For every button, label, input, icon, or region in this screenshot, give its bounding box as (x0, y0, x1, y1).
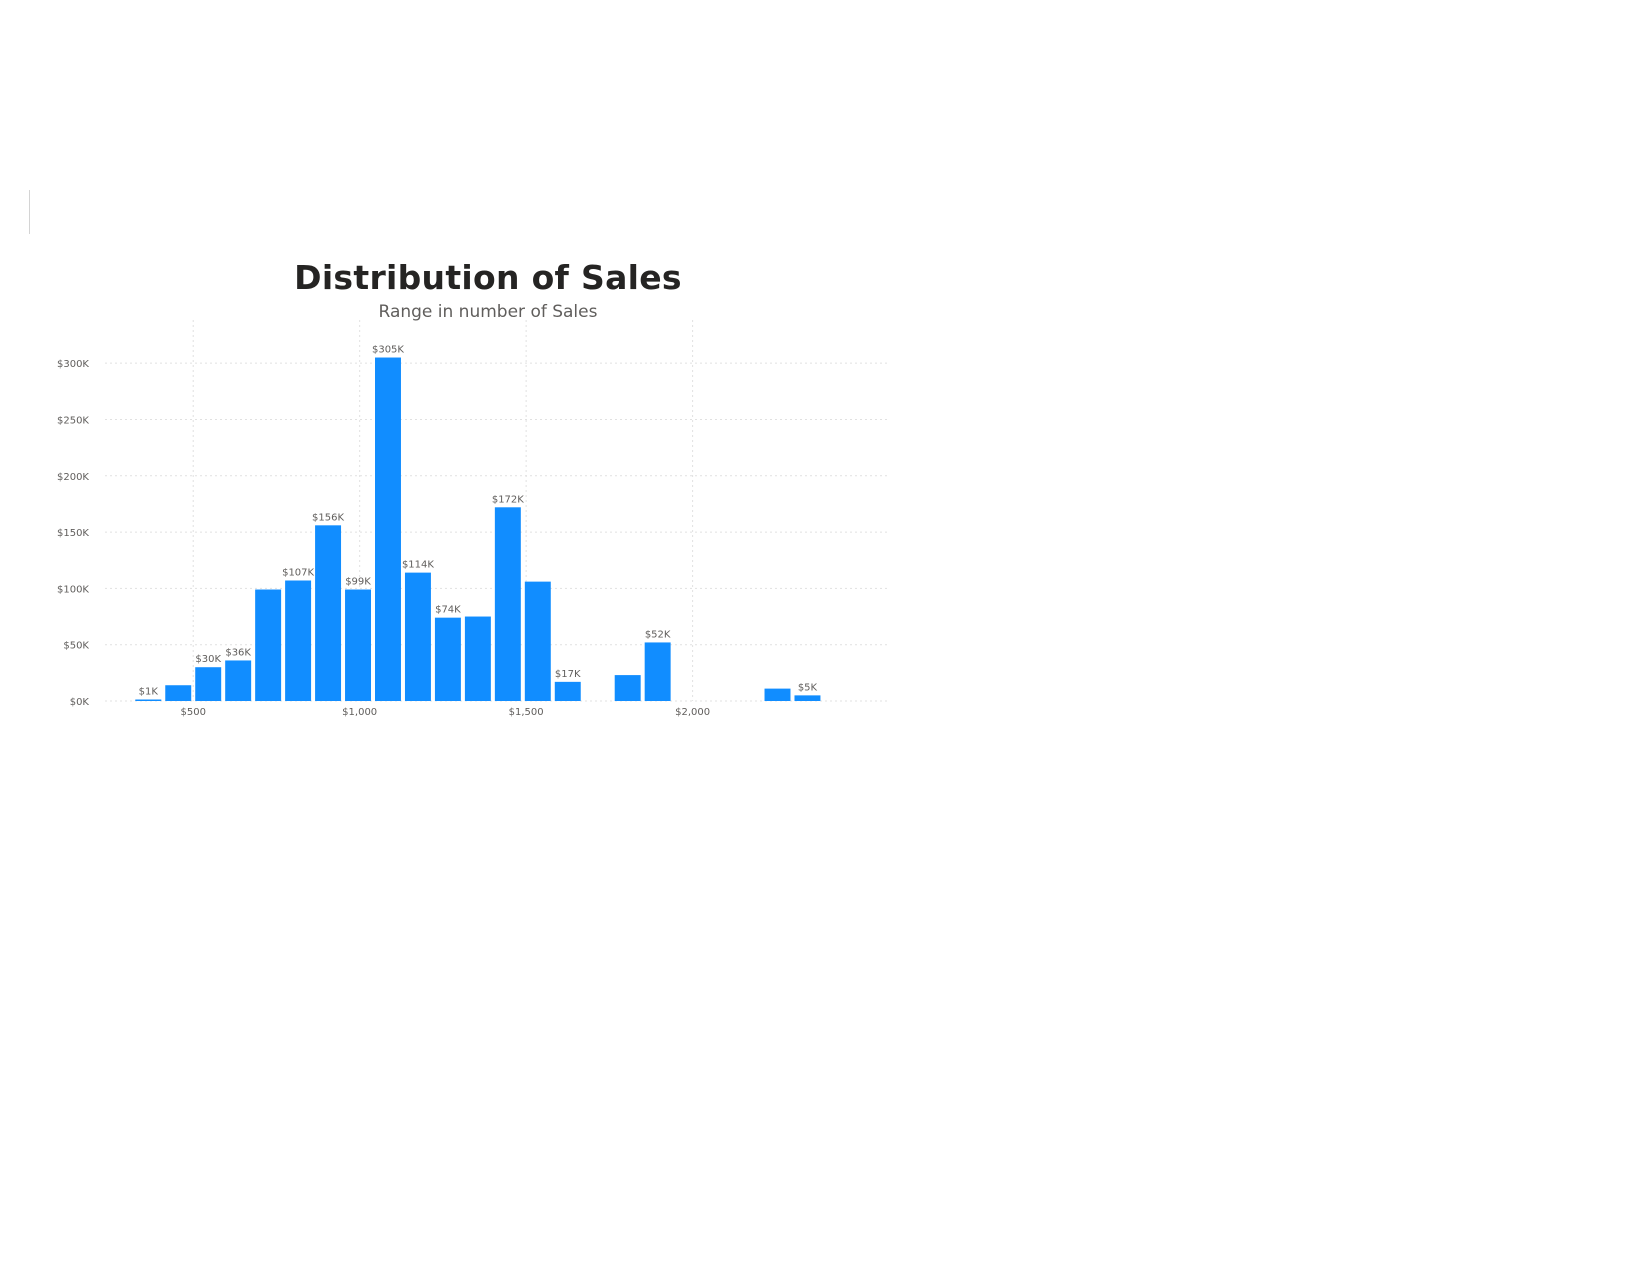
histogram-bar[interactable] (285, 580, 312, 701)
bar-data-label: $99K (345, 577, 371, 588)
bar-data-label: $17K (555, 669, 581, 680)
y-tick-label: $300K (57, 359, 89, 370)
histogram-bar[interactable] (494, 507, 521, 701)
histogram-bar[interactable] (165, 685, 192, 701)
bar-data-label: $114K (402, 560, 434, 571)
bar-data-label: $5K (798, 682, 818, 693)
bar-data-label: $172K (492, 494, 524, 505)
bar-data-label: $30K (195, 654, 221, 665)
histogram-chart[interactable]: Distribution of Sales Range in number of… (32, 240, 932, 760)
y-tick-label: $100K (57, 584, 89, 595)
bar-data-label: $305K (372, 345, 404, 356)
chart-plot-area: $0K $50K $100K $150K $200K $250K $300K $500 $1,0… (57, 320, 887, 718)
histogram-bar[interactable] (404, 572, 431, 701)
histogram-bar[interactable] (225, 660, 252, 701)
y-tick-label: $0K (70, 697, 90, 708)
histogram-bar[interactable] (764, 688, 791, 701)
bar-data-label: $36K (225, 647, 251, 658)
bar-data-label: $107K (282, 568, 314, 579)
bar-data-label: $74K (435, 605, 461, 616)
bar-data-label: $156K (312, 512, 344, 523)
chart-title: Distribution of Sales (294, 258, 682, 297)
histogram-bar[interactable] (345, 589, 372, 701)
bar-data-label: $1K (139, 687, 159, 698)
histogram-bar[interactable] (315, 525, 342, 701)
x-tick-label: $1,000 (342, 707, 377, 718)
histogram-bar[interactable] (135, 699, 162, 702)
y-tick-label: $150K (57, 528, 89, 539)
y-tick-label: $250K (57, 415, 89, 426)
histogram-bar[interactable] (375, 357, 401, 701)
histogram-bar[interactable] (524, 581, 551, 701)
histogram-bar[interactable] (434, 617, 461, 701)
bar-data-label: $52K (645, 629, 671, 640)
histogram-bar[interactable] (255, 589, 282, 701)
histogram-bar[interactable] (195, 667, 222, 701)
histogram-bar[interactable] (614, 675, 641, 701)
x-tick-label: $1,500 (509, 707, 544, 718)
histogram-bar[interactable] (464, 616, 491, 701)
y-tick-label: $50K (63, 641, 89, 652)
histogram-bar[interactable] (794, 695, 821, 701)
x-tick-label: $500 (180, 707, 205, 718)
x-tick-label: $2,000 (675, 707, 710, 718)
y-tick-label: $200K (57, 472, 89, 483)
visual-left-border (29, 190, 30, 234)
histogram-bar[interactable] (554, 681, 581, 701)
chart-subtitle: Range in number of Sales (378, 302, 598, 322)
histogram-bar[interactable] (644, 642, 671, 701)
